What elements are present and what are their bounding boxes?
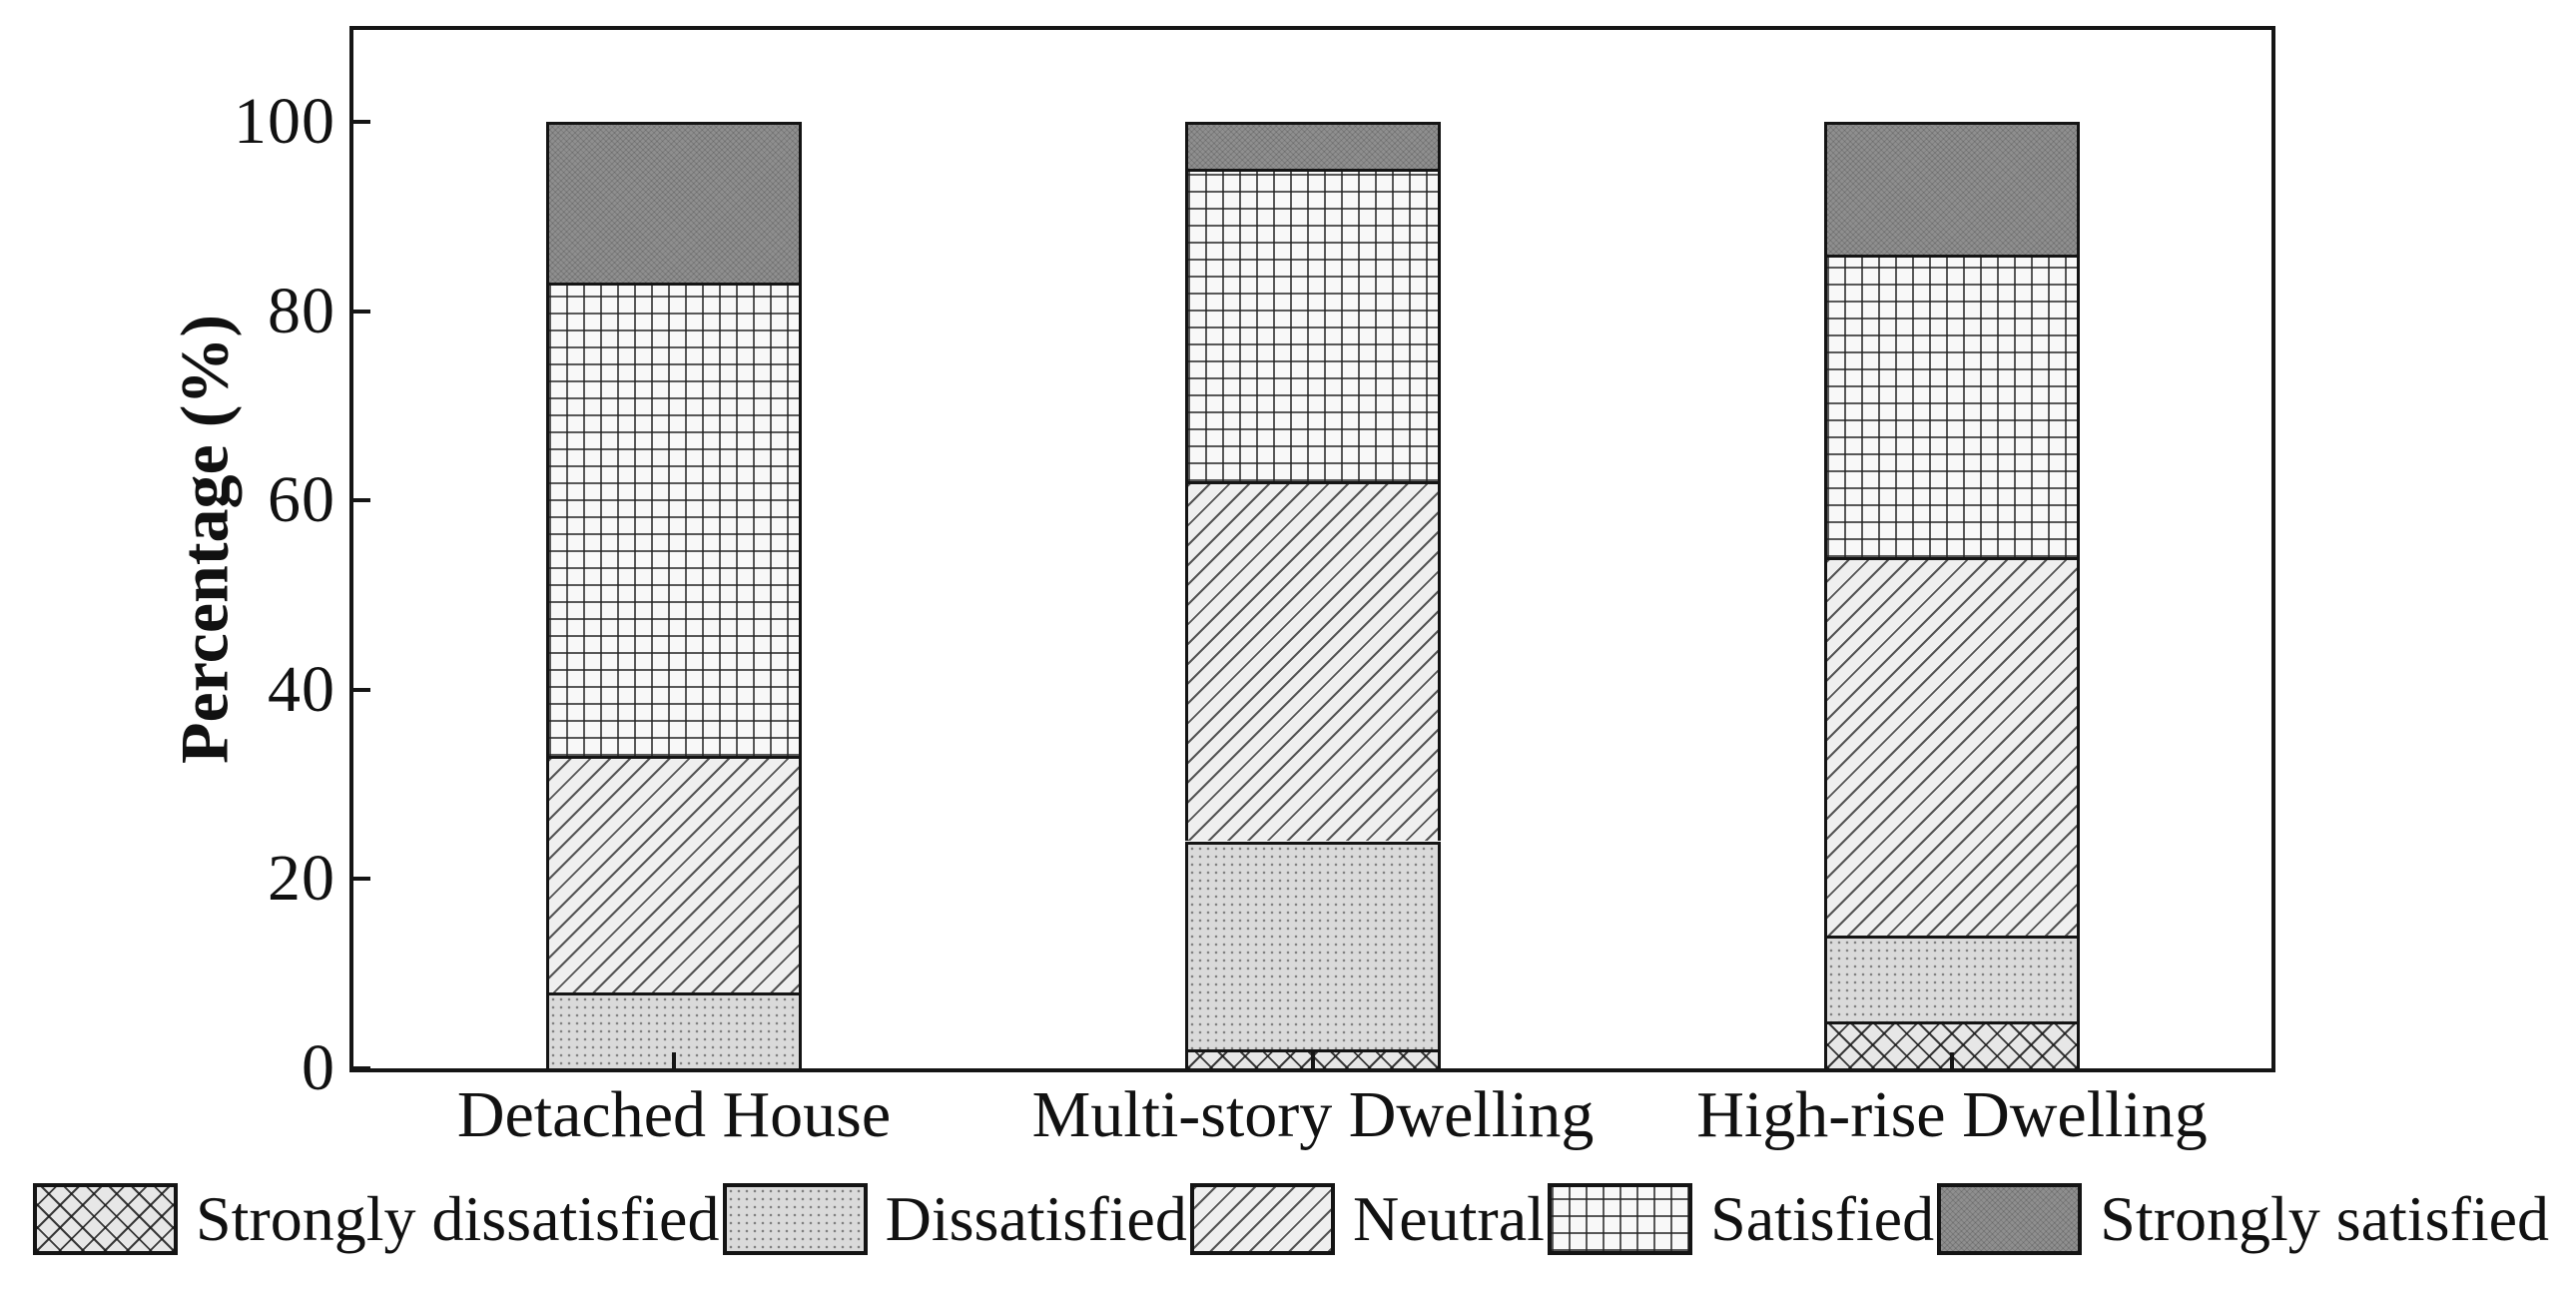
legend-item-diagonal: Neutral: [1190, 1183, 1545, 1255]
legend-swatch-solid: [1937, 1183, 2083, 1255]
y-tick-mark: [353, 120, 370, 124]
legend-item-grid: Satisfied: [1548, 1183, 1934, 1255]
legend-swatch-grid: [1548, 1183, 1693, 1255]
legend-swatch-diagonal: [1190, 1183, 1335, 1255]
y-tick-label: 20: [268, 842, 335, 916]
bar-segment-dots: [546, 992, 802, 1068]
legend-label: Neutral: [1353, 1183, 1545, 1254]
x-axis-label: Detached House: [456, 1078, 892, 1151]
y-tick-label: 0: [302, 1031, 335, 1104]
bar-segment-grid: [546, 283, 802, 757]
bar-segment-grid: [1824, 254, 2080, 558]
bar-high-rise-dwelling: [1824, 30, 2080, 1068]
y-tick-label: 80: [268, 274, 335, 347]
legend-swatch-dots: [722, 1183, 868, 1255]
x-axis-label: High-rise Dwelling: [1696, 1078, 2208, 1151]
bar-segment-diagonal: [546, 756, 802, 993]
legend-item-crosshatch: Strongly dissatisfied: [33, 1183, 719, 1255]
x-tick-mark: [672, 1052, 676, 1068]
bar-segment-diagonal: [1824, 557, 2080, 937]
y-tick-mark: [353, 498, 370, 503]
y-tick-mark: [353, 309, 370, 314]
bar-segment-dots: [1824, 936, 2080, 1021]
x-tick-mark: [1311, 1052, 1315, 1068]
legend-item-dots: Dissatisfied: [722, 1183, 1187, 1255]
y-tick-label: 100: [234, 85, 335, 158]
legend-swatch-crosshatch: [33, 1183, 178, 1255]
x-axis-label: Multi-story Dwelling: [1031, 1078, 1595, 1151]
bar-multi-story-dwelling: [1185, 30, 1441, 1068]
bar-segment-solid: [1824, 122, 2080, 255]
legend-item-solid: Strongly satisfied: [1937, 1183, 2549, 1255]
y-tick-label: 40: [268, 652, 335, 726]
plot-area: [349, 26, 2275, 1072]
legend-label: Satisfied: [1710, 1183, 1935, 1254]
y-tick-label: 60: [268, 463, 335, 537]
y-tick-mark: [353, 1066, 370, 1070]
y-tick-mark: [353, 877, 370, 882]
legend-label: Strongly dissatisfied: [196, 1183, 720, 1254]
bar-segment-dots: [1185, 841, 1441, 1050]
y-tick-mark: [353, 687, 370, 692]
bar-segment-grid: [1185, 169, 1441, 482]
legend: Strongly dissatisfied Dissatisfied Neutral…: [33, 1176, 2549, 1262]
legend-label: Dissatisfied: [885, 1183, 1187, 1254]
bar-segment-solid: [1185, 122, 1441, 170]
bar-detached-house: [546, 30, 802, 1068]
legend-label: Strongly satisfied: [2100, 1183, 2549, 1254]
x-tick-mark: [1950, 1052, 1954, 1068]
bar-segment-solid: [546, 122, 802, 284]
bar-segment-diagonal: [1185, 481, 1441, 842]
